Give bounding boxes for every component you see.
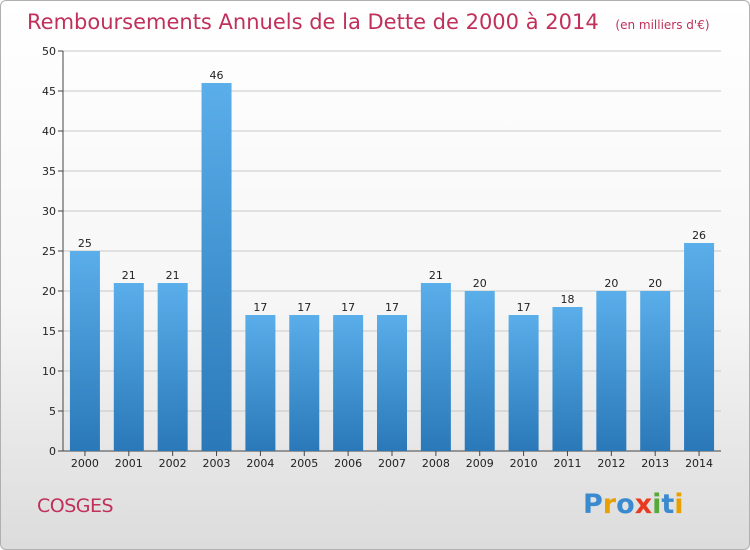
chart-title: Remboursements Annuels de la Dette de 20… [27,10,710,34]
logo-letter: x [634,489,653,520]
logo-letter: i [652,489,662,520]
chart-title-main: Remboursements Annuels de la Dette de 20… [27,10,599,34]
data-label: 20 [648,277,662,290]
commune-name: COSGES [37,495,114,517]
x-tick-label: 2010 [510,457,538,470]
data-label: 17 [297,301,311,314]
bar-2013 [640,291,671,451]
data-label: 20 [473,277,487,290]
y-tick-label: 40 [42,125,56,138]
bar-2010 [508,315,539,451]
x-tick-label: 2000 [71,457,99,470]
y-tick-label: 25 [42,245,56,258]
x-tick-label: 2004 [246,457,274,470]
bar-2001 [113,283,144,451]
y-tick-label: 15 [42,325,56,338]
data-label: 21 [166,269,180,282]
y-tick-label: 10 [42,365,56,378]
x-tick-label: 2008 [422,457,450,470]
bar-2011 [552,307,583,451]
x-tick-label: 2013 [641,457,669,470]
bar-2006 [333,315,364,451]
x-tick-label: 2007 [378,457,406,470]
x-tick-label: 2005 [290,457,318,470]
bar-2000 [69,251,100,451]
data-label: 21 [429,269,443,282]
y-tick-label: 0 [49,445,56,458]
labels: 25 21 21 46 17 17 17 17 21 20 17 18 20 20 26 [78,69,706,314]
data-label: 17 [341,301,355,314]
x-tick-label: 2001 [115,457,143,470]
bar-2014 [684,243,715,451]
data-label: 17 [517,301,531,314]
data-label: 25 [78,237,92,250]
x-tick-label: 2006 [334,457,362,470]
bar-2003 [201,83,232,451]
logo-letter: r [602,489,617,520]
y-tick-label: 35 [42,165,56,178]
data-label: 17 [385,301,399,314]
bars [69,83,715,451]
bar-2008 [420,283,451,451]
bar-2012 [596,291,627,451]
chart-title-unit: (en milliers d'€) [615,18,709,32]
data-label: 20 [604,277,618,290]
data-label: 21 [122,269,136,282]
logo-letter: t [661,489,675,520]
bar-2004 [245,315,276,451]
bar-2005 [289,315,320,451]
proxiti-logo[interactable]: Proxiti [583,489,684,520]
y-tick-label: 50 [42,45,56,58]
bar-2009 [464,291,495,451]
data-label: 18 [560,293,574,306]
x-tick-label: 2003 [203,457,231,470]
bar-2002 [157,283,188,451]
bar-2007 [377,315,407,451]
x-tick-label: 2011 [553,457,581,470]
logo-letter: P [583,489,603,520]
data-label: 46 [210,69,224,82]
logo-letter: o [616,489,635,520]
logo-letter: i [674,489,684,520]
y-tick-label: 20 [42,285,56,298]
y-tick-label: 30 [42,205,56,218]
y-tick-label: 45 [42,85,56,98]
data-label: 17 [253,301,267,314]
x-tick-label: 2002 [159,457,187,470]
x-tick-label: 2014 [685,457,713,470]
y-tick-label: 5 [49,405,56,418]
data-label: 26 [692,229,706,242]
x-tick-label: 2009 [466,457,494,470]
x-tick-label: 2012 [597,457,625,470]
